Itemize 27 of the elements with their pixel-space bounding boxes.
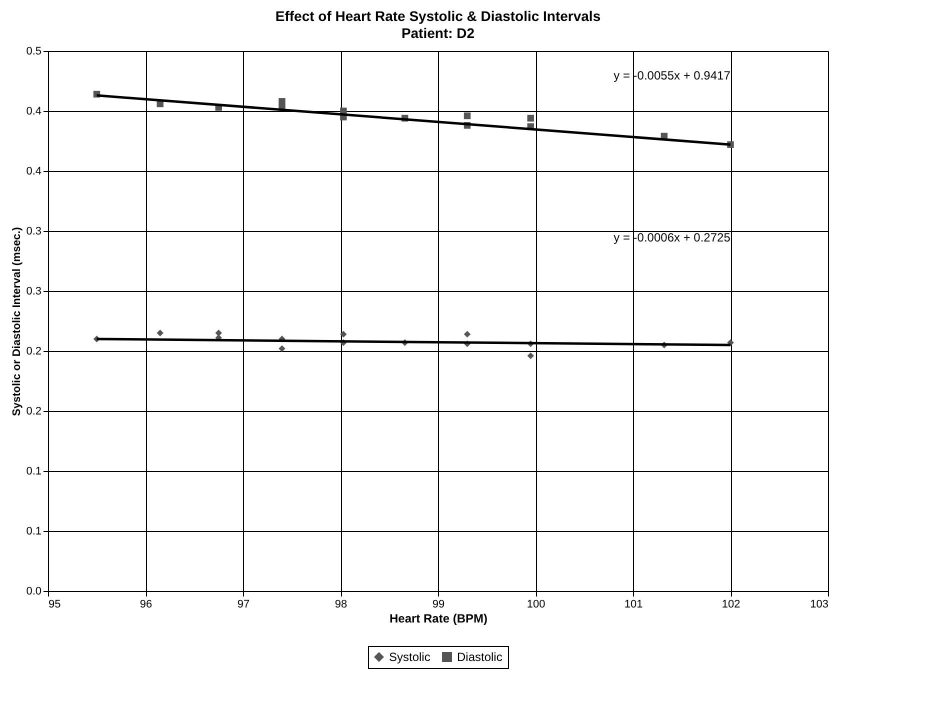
legend-label: Diastolic [457,650,502,664]
y-tick-label: 0.0 [26,586,42,598]
chart-subtitle: Patient: D2 [401,25,475,41]
y-axis-title: Systolic or Diastolic Interval (msec.) [11,226,24,416]
y-tick-label: 0.4 [26,106,42,118]
x-tick-label: 96 [140,598,152,610]
y-tick-label: 0.3 [26,226,42,238]
x-tick-label: 100 [526,598,546,610]
x-tick-label: 101 [624,598,643,610]
x-tick-label: 98 [334,598,348,610]
x-tick-label: 95 [48,598,61,610]
y-tick-label: 0.1 [26,526,42,538]
x-tick-label: 102 [722,598,740,610]
legend-label: Systolic [389,650,430,664]
y-tick-label: 0.4 [26,166,42,178]
annotation: y = -0.0055x + 0.9417 [614,68,731,82]
x-tick-label: 103 [810,598,828,610]
chart-title: Effect of Heart Rate Systolic & Diastolic Intervals [275,8,601,24]
x-tick-label: 97 [237,598,250,610]
y-tick-label: 0.2 [26,406,42,418]
y-tick-label: 0.2 [26,346,42,358]
x-axis-title: Heart Rate (BPM) [389,612,488,626]
y-tick-label: 0.1 [26,466,42,478]
y-tick-label: 0.3 [26,286,42,298]
x-tick-label: 99 [432,598,445,610]
y-tick-label: 0.5 [26,46,42,58]
annotation: y = -0.0006x + 0.2725 [614,230,731,244]
